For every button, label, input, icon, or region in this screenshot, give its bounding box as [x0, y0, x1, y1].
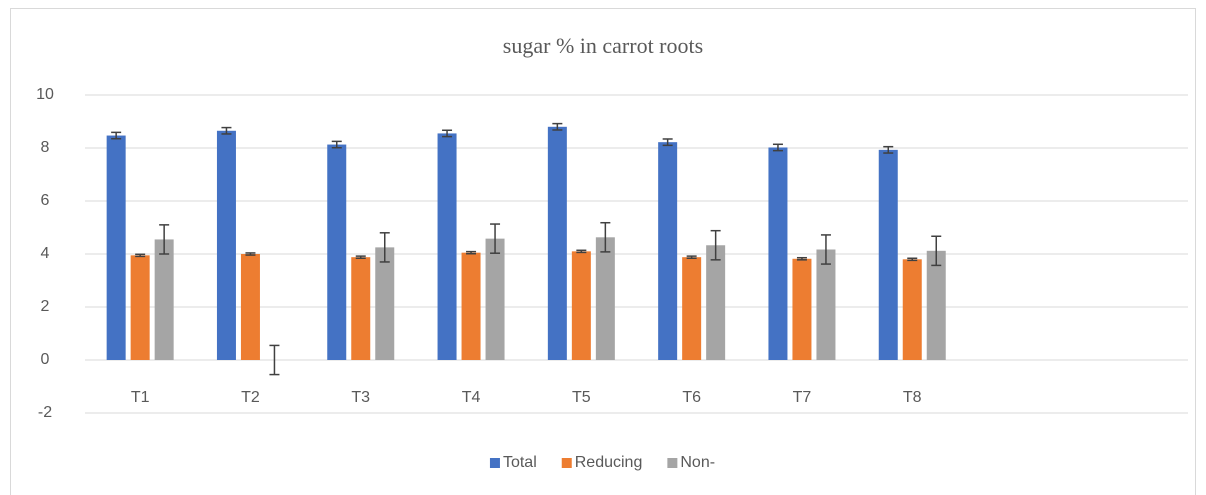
- bar: [375, 247, 395, 360]
- bar: [816, 249, 836, 360]
- x-tick-label: T1: [131, 389, 150, 406]
- bar: [595, 237, 615, 360]
- bar: [216, 130, 236, 360]
- bar: [902, 259, 922, 360]
- bar: [351, 257, 371, 360]
- bar: [682, 257, 702, 360]
- x-tick-label: T8: [903, 389, 922, 406]
- legend-swatch: [489, 458, 500, 468]
- bar: [571, 251, 591, 360]
- x-tick-label: T7: [793, 389, 812, 406]
- y-tick-label: 2: [41, 298, 50, 315]
- x-tick-label: T4: [462, 389, 481, 406]
- bar: [768, 147, 788, 360]
- bar: [658, 142, 678, 360]
- y-tick-label: 0: [41, 351, 50, 368]
- bar: [130, 255, 150, 360]
- bar: [547, 126, 567, 360]
- bar: [878, 149, 898, 360]
- bar: [327, 144, 347, 360]
- bar: [437, 133, 457, 360]
- legend-label: Total: [503, 454, 537, 471]
- legend-swatch: [561, 458, 572, 468]
- legend-label: Non-: [680, 454, 715, 471]
- chart-title: sugar % in carrot roots: [503, 33, 703, 58]
- y-tick-label: 4: [41, 245, 50, 262]
- bar: [706, 245, 726, 360]
- bar: [106, 135, 126, 360]
- y-tick-label: -2: [38, 404, 52, 421]
- y-tick-label: 10: [36, 86, 54, 103]
- bar: [926, 250, 946, 360]
- bar: [792, 258, 812, 360]
- x-tick-label: T6: [682, 389, 701, 406]
- legend-swatch: [667, 458, 678, 468]
- x-tick-label: T2: [241, 389, 260, 406]
- y-tick-label: 8: [41, 139, 50, 156]
- legend-label: Reducing: [575, 454, 643, 471]
- bar: [154, 239, 174, 360]
- y-tick-label: 6: [41, 192, 50, 209]
- x-tick-label: T5: [572, 389, 591, 406]
- x-tick-label: T3: [351, 389, 370, 406]
- bar: [485, 238, 505, 360]
- bar: [461, 252, 481, 360]
- bar: [240, 254, 260, 360]
